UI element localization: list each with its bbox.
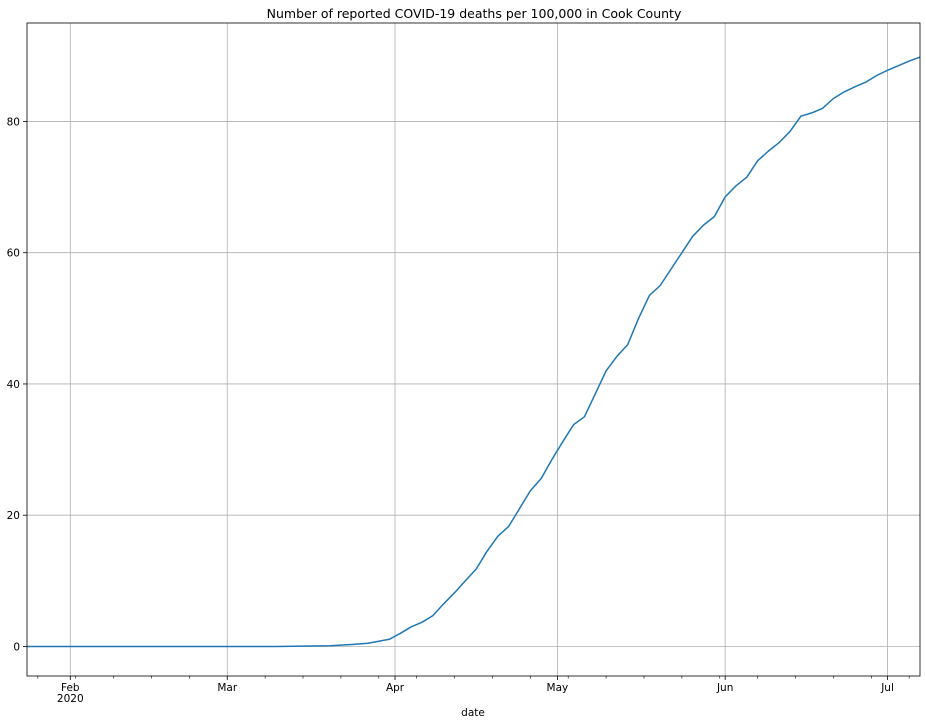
x-axis-label: date — [461, 707, 485, 719]
series-layer — [27, 56, 921, 648]
grid — [27, 23, 920, 676]
y-tick-label: 40 — [7, 379, 20, 391]
x-tick-label: May — [547, 682, 569, 694]
x-tick-label: Jun — [716, 682, 733, 694]
x-tick-label: Mar — [217, 682, 237, 694]
x-tick-label: Feb — [61, 682, 80, 694]
x-tick-sublabel: 2020 — [57, 693, 84, 705]
y-tick-label: 20 — [7, 510, 20, 522]
y-tick-label: 0 — [13, 641, 20, 653]
chart-title: Number of reported COVID-19 deaths per 1… — [267, 6, 682, 21]
y-tick-label: 80 — [7, 116, 20, 128]
series-line — [27, 56, 921, 648]
y-tick-label: 60 — [7, 248, 20, 260]
x-tick-label: Apr — [386, 682, 405, 694]
x-tick-label: Jul — [880, 682, 894, 694]
plot-frame — [26, 22, 921, 677]
